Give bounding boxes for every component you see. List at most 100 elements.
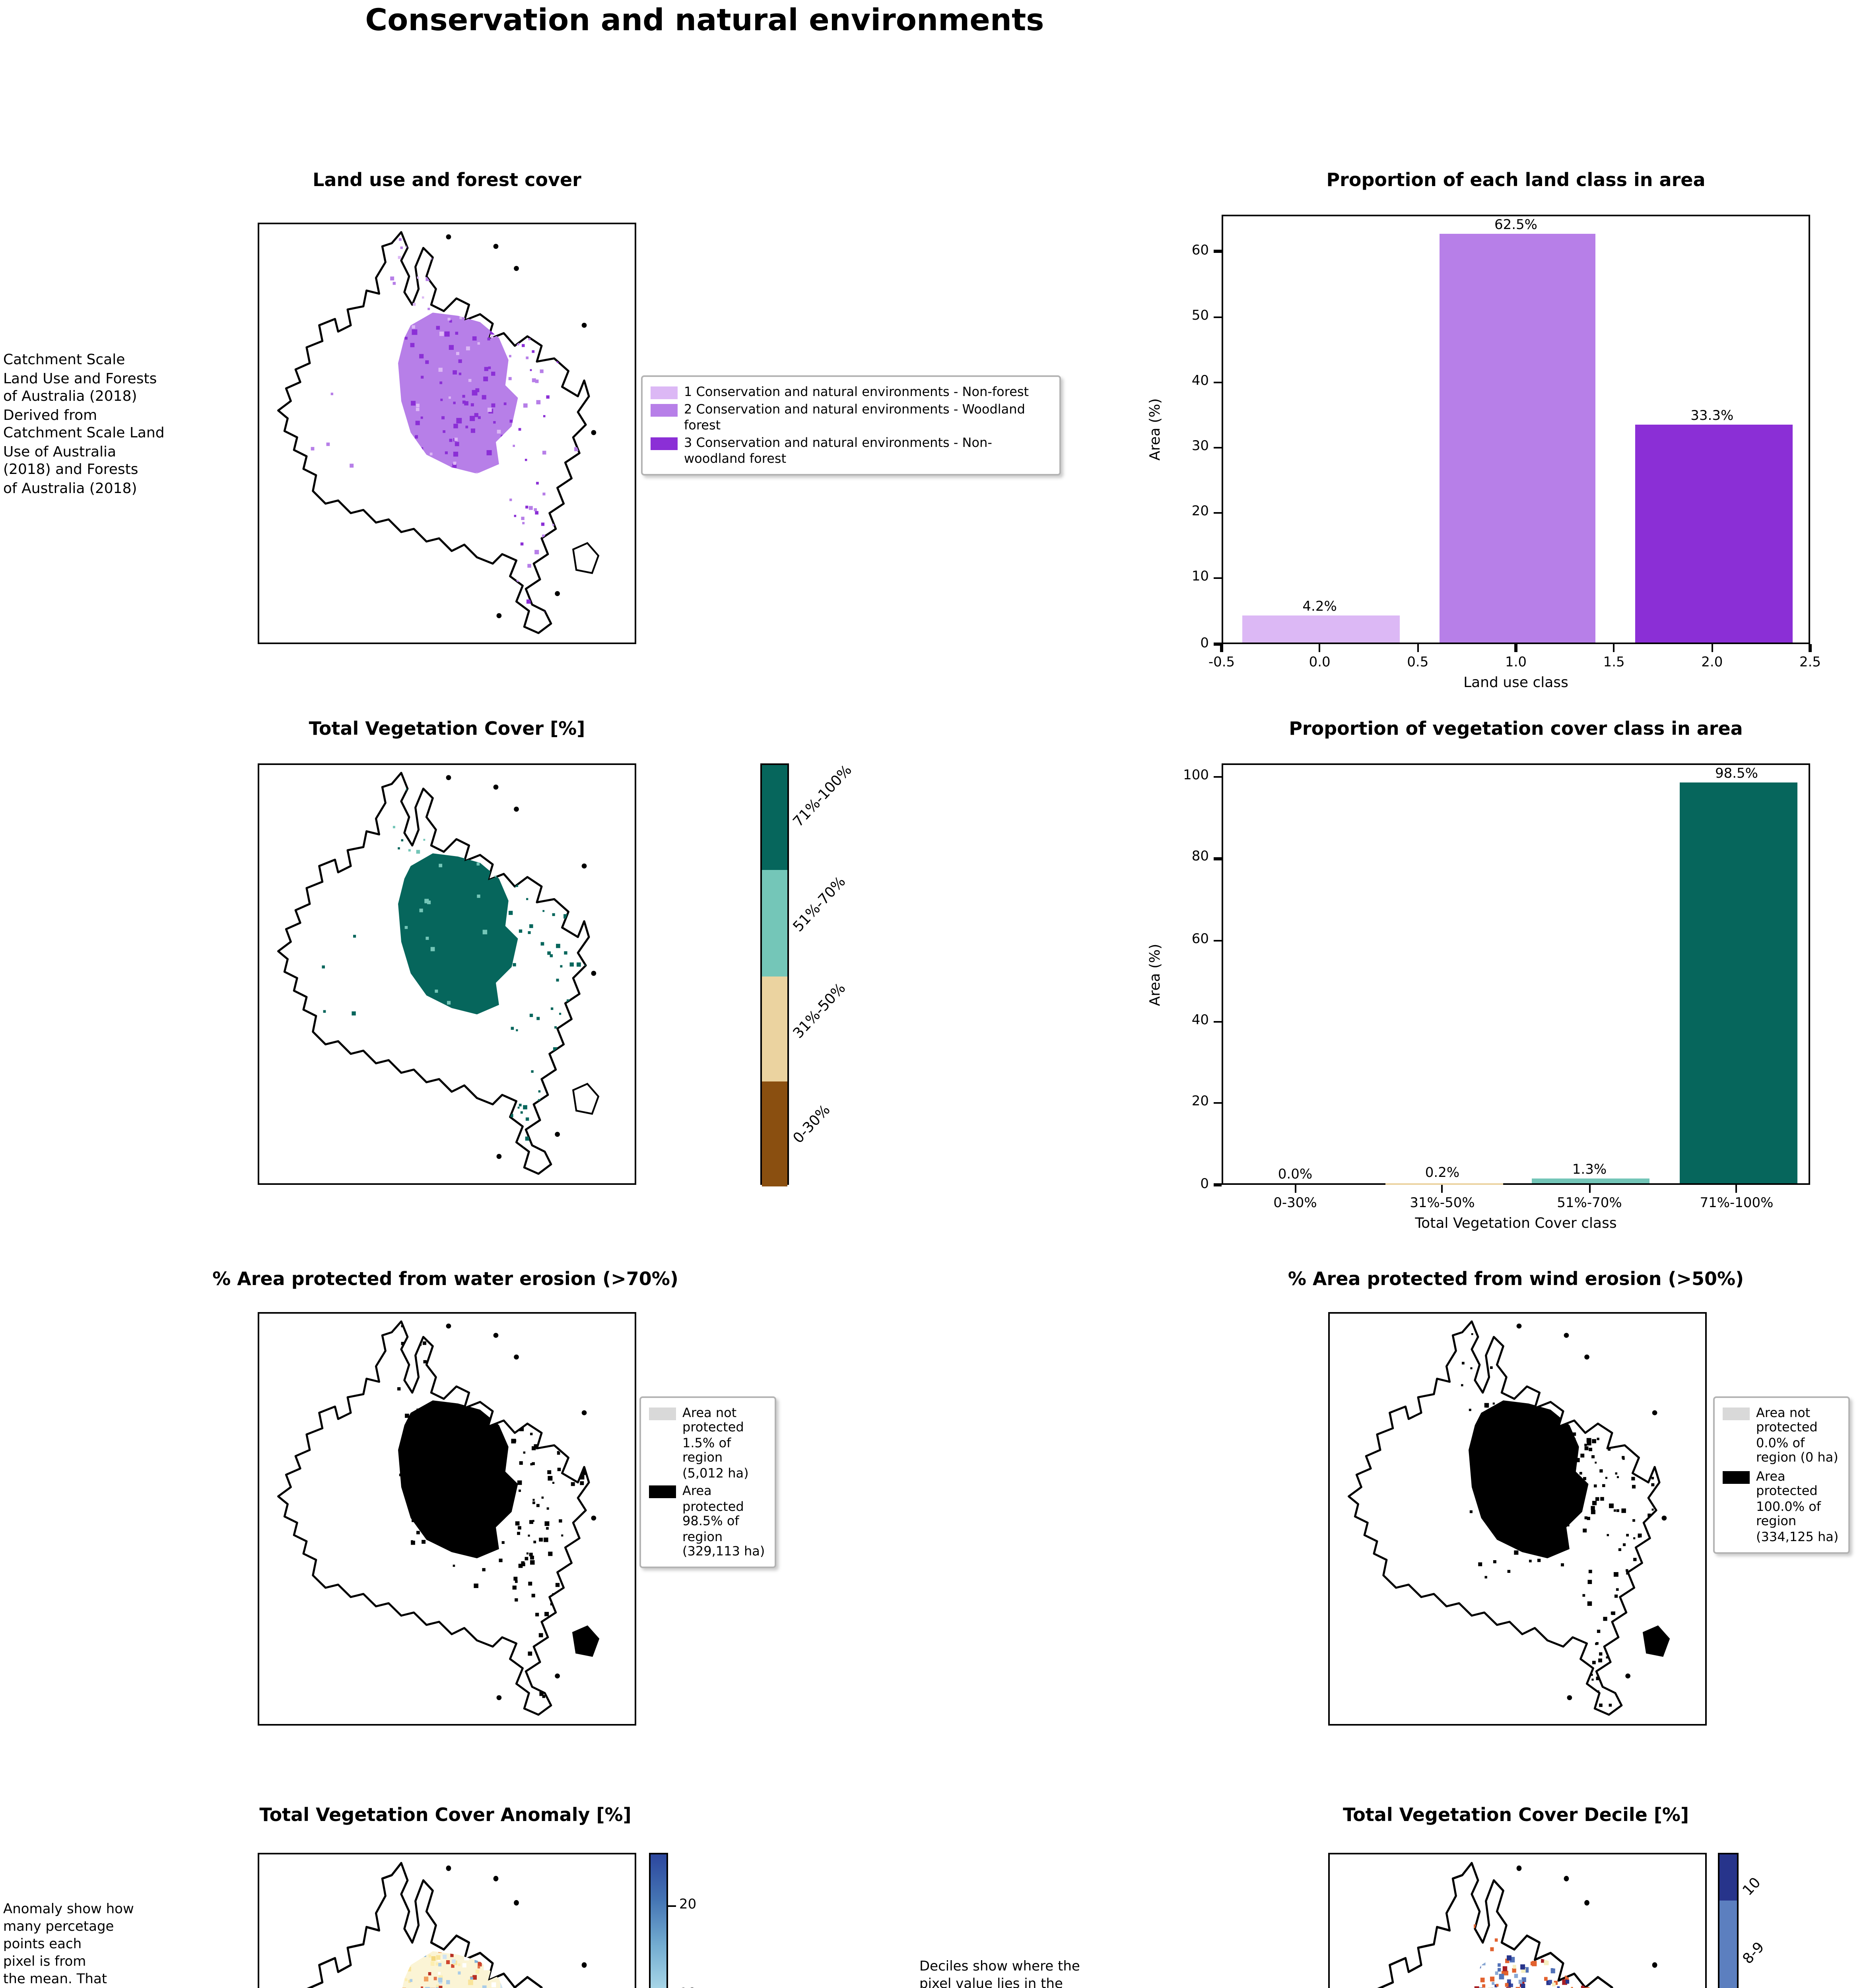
legend-swatch bbox=[651, 386, 678, 399]
chart-plot bbox=[1222, 763, 1810, 1185]
chart-plot bbox=[1222, 215, 1810, 644]
x-tick-label: 71%-100% bbox=[1700, 1196, 1774, 1212]
x-tickmark bbox=[1588, 1185, 1591, 1193]
land-use-map-canvas bbox=[277, 231, 600, 634]
x-tickmark bbox=[1735, 1185, 1738, 1193]
legend-item-label: Area protected 98.5% of region (329,113 … bbox=[682, 1484, 765, 1559]
x-tick-label: 31%-50% bbox=[1410, 1196, 1475, 1212]
land-use-legend: 1 Conservation and natural environments … bbox=[641, 375, 1061, 476]
y-tickmark bbox=[1214, 1021, 1222, 1023]
x-axis-label: Land use class bbox=[1463, 676, 1568, 692]
x-tick-label: 51%-70% bbox=[1557, 1196, 1622, 1212]
x-tickmark bbox=[1613, 644, 1615, 652]
x-tick-label: 0-30% bbox=[1273, 1196, 1317, 1212]
legend-item-label: 2 Conservation and natural environments … bbox=[684, 403, 1025, 433]
legend-item-label: Area not protected 0.0% of region (0 ha) bbox=[1756, 1406, 1838, 1466]
legend-item: 3 Conservation and natural environments … bbox=[651, 436, 1051, 466]
water-erosion-map bbox=[258, 1312, 636, 1726]
y-tick-label: 60 bbox=[1191, 243, 1209, 259]
x-tickmark bbox=[1711, 644, 1713, 652]
bar-value-label: 0.2% bbox=[1425, 1166, 1460, 1182]
y-axis-label: Area (%) bbox=[1148, 943, 1164, 1006]
land-use-source-note: Catchment Scale Land Use and Forests of … bbox=[3, 353, 165, 497]
y-tickmark bbox=[1214, 939, 1222, 942]
y-tick-label: 100 bbox=[1183, 768, 1209, 784]
wind-erosion-map-canvas bbox=[1348, 1320, 1670, 1716]
y-tickmark bbox=[1214, 447, 1222, 449]
legend-item: Area protected 100.0% of region (334,125… bbox=[1723, 1469, 1840, 1544]
decile-map-canvas bbox=[1377, 1862, 1657, 1988]
colorbar-segment bbox=[762, 976, 787, 1081]
y-tick-label: 30 bbox=[1191, 439, 1209, 455]
legend-item-label: 1 Conservation and natural environments … bbox=[684, 385, 1029, 399]
y-tickmark bbox=[1214, 776, 1222, 779]
legend-swatch bbox=[1723, 1408, 1750, 1420]
land-class-bar-chart: 4.2% 62.5% 33.3% 0 10 20 30 40 50 60 -0.5 0.0 0.5 1.0… bbox=[1148, 215, 1821, 692]
veg-cover-map-title: Total Vegetation Cover [%] bbox=[309, 717, 585, 740]
colorbar-segment bbox=[762, 870, 787, 976]
bar bbox=[1532, 1178, 1650, 1183]
y-tick-label: 50 bbox=[1191, 308, 1209, 324]
water-erosion-legend: Area not protected 1.5% of region (5,012… bbox=[639, 1396, 776, 1569]
land-use-map bbox=[258, 223, 636, 644]
wind-erosion-legend: Area not protected 0.0% of region (0 ha)… bbox=[1713, 1396, 1850, 1554]
land-class-chart-title: Proportion of each land class in area bbox=[1326, 169, 1706, 191]
wind-erosion-map bbox=[1328, 1312, 1707, 1726]
x-tick-label: 2.0 bbox=[1701, 655, 1723, 671]
colorbar-segment bbox=[1719, 1901, 1737, 1988]
x-tick-label: 0.0 bbox=[1309, 655, 1331, 671]
y-tick-label: 10 bbox=[1191, 570, 1209, 586]
colorbar-segment bbox=[762, 765, 787, 870]
colorbar-segment-label: 10 bbox=[1741, 1874, 1765, 1899]
water-erosion-map-title: % Area protected from water erosion (>70… bbox=[212, 1268, 678, 1290]
x-tick-label: -0.5 bbox=[1208, 655, 1235, 671]
legend-swatch bbox=[1723, 1471, 1750, 1483]
legend-item: Area not protected 1.5% of region (5,012… bbox=[649, 1406, 767, 1481]
x-tickmark bbox=[1294, 1185, 1296, 1193]
y-tickmark bbox=[1214, 381, 1222, 383]
y-tick-label: 20 bbox=[1191, 1094, 1209, 1110]
x-tickmark bbox=[1515, 644, 1517, 652]
x-axis-label: Total Vegetation Cover class bbox=[1415, 1217, 1617, 1233]
decile-colorbar bbox=[1718, 1853, 1739, 1988]
anomaly-map-canvas bbox=[307, 1862, 587, 1988]
bar-value-label: 98.5% bbox=[1715, 766, 1758, 782]
veg-class-bar-chart: 0.0% 0.2% 1.3% 98.5% 0 20 40 60 80 100 0-30% 31%-50… bbox=[1148, 763, 1810, 1233]
y-tickmark bbox=[1214, 1102, 1222, 1105]
colorbar-segment-label: 71%-100% bbox=[791, 763, 856, 831]
bar-value-label: 62.5% bbox=[1494, 217, 1537, 233]
y-tickmark bbox=[1214, 577, 1222, 580]
x-tickmark bbox=[1441, 1185, 1444, 1193]
legend-item: 1 Conservation and natural environments … bbox=[651, 385, 1051, 400]
veg-cover-map-canvas bbox=[277, 772, 600, 1175]
y-tickmark bbox=[1214, 250, 1222, 252]
bar-value-label: 4.2% bbox=[1302, 599, 1337, 615]
colorbar-tickmark bbox=[668, 1905, 675, 1907]
veg-cover-map bbox=[258, 763, 636, 1185]
y-tick-label: 20 bbox=[1191, 504, 1209, 520]
y-tickmark bbox=[1214, 643, 1222, 645]
x-tick-label: 0.5 bbox=[1407, 655, 1429, 671]
colorbar-segment bbox=[762, 1081, 787, 1186]
anomaly-map-title: Total Vegetation Cover Anomaly [%] bbox=[259, 1804, 631, 1826]
veg-cover-colorbar bbox=[760, 763, 789, 1186]
anomaly-note: Anomaly show how many percetage points e… bbox=[3, 1902, 134, 1988]
y-tickmark bbox=[1214, 1184, 1222, 1186]
bar-value-label: 1.3% bbox=[1572, 1162, 1607, 1178]
x-tickmark bbox=[1416, 644, 1419, 652]
bar bbox=[1635, 424, 1792, 643]
legend-item: Area protected 98.5% of region (329,113 … bbox=[649, 1484, 767, 1559]
decile-note: Deciles show where the pixel value lies … bbox=[919, 1959, 1080, 1988]
y-tick-label: 0 bbox=[1200, 635, 1209, 651]
legend-item: 2 Conservation and natural environments … bbox=[651, 403, 1051, 433]
bar bbox=[1439, 233, 1596, 643]
bar bbox=[1385, 1182, 1503, 1183]
legend-swatch bbox=[651, 438, 678, 451]
x-tickmark bbox=[1220, 644, 1223, 652]
x-tick-label: 1.5 bbox=[1603, 655, 1625, 671]
legend-swatch bbox=[649, 1485, 676, 1499]
decile-map bbox=[1328, 1853, 1707, 1988]
page-title: Conservation and natural environments bbox=[365, 3, 1044, 38]
x-tick-label: 2.5 bbox=[1799, 655, 1821, 671]
